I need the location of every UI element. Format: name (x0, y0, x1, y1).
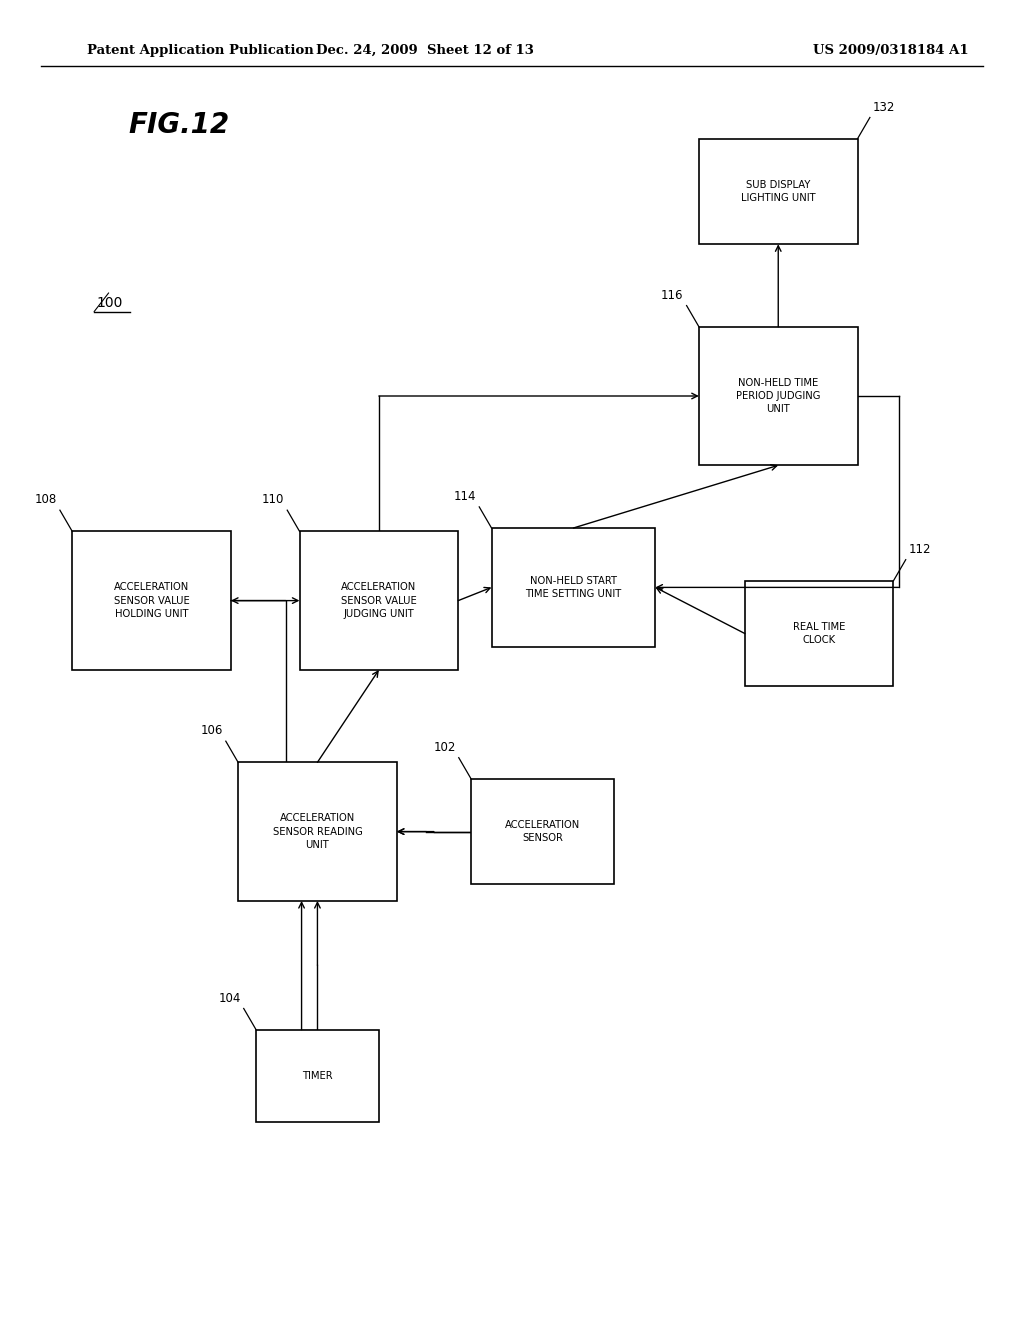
Text: 106: 106 (201, 725, 222, 737)
Bar (256, 1030, 379, 1122)
Text: Patent Application Publication: Patent Application Publication (87, 44, 313, 57)
Text: 116: 116 (662, 289, 684, 302)
Text: 100: 100 (96, 296, 123, 310)
Text: ACCELERATION
SENSOR VALUE
HOLDING UNIT: ACCELERATION SENSOR VALUE HOLDING UNIT (114, 582, 189, 619)
Text: ACCELERATION
SENSOR: ACCELERATION SENSOR (505, 820, 581, 843)
Text: NON-HELD START
TIME SETTING UNIT: NON-HELD START TIME SETTING UNIT (525, 576, 622, 599)
Text: 114: 114 (454, 490, 476, 503)
Bar (745, 581, 893, 686)
Text: 132: 132 (872, 100, 895, 114)
Bar (698, 327, 858, 466)
Text: 110: 110 (262, 494, 284, 506)
Bar (492, 528, 655, 647)
Text: SUB DISPLAY
LIGHTING UNIT: SUB DISPLAY LIGHTING UNIT (741, 180, 815, 203)
Text: 112: 112 (909, 543, 931, 556)
Text: ACCELERATION
SENSOR READING
UNIT: ACCELERATION SENSOR READING UNIT (272, 813, 362, 850)
Bar (72, 531, 230, 671)
Text: 102: 102 (433, 741, 456, 754)
Text: US 2009/0318184 A1: US 2009/0318184 A1 (813, 44, 969, 57)
Bar (238, 762, 396, 900)
Text: 108: 108 (35, 494, 56, 506)
Text: REAL TIME
CLOCK: REAL TIME CLOCK (793, 622, 846, 645)
Bar (471, 779, 614, 884)
Text: FIG.12: FIG.12 (129, 111, 229, 140)
Text: Dec. 24, 2009  Sheet 12 of 13: Dec. 24, 2009 Sheet 12 of 13 (316, 44, 534, 57)
Text: ACCELERATION
SENSOR VALUE
JUDGING UNIT: ACCELERATION SENSOR VALUE JUDGING UNIT (341, 582, 417, 619)
Bar (299, 531, 459, 671)
Text: 104: 104 (218, 991, 241, 1005)
Bar (698, 139, 858, 244)
Text: TIMER: TIMER (302, 1071, 333, 1081)
Text: NON-HELD TIME
PERIOD JUDGING
UNIT: NON-HELD TIME PERIOD JUDGING UNIT (736, 378, 820, 414)
